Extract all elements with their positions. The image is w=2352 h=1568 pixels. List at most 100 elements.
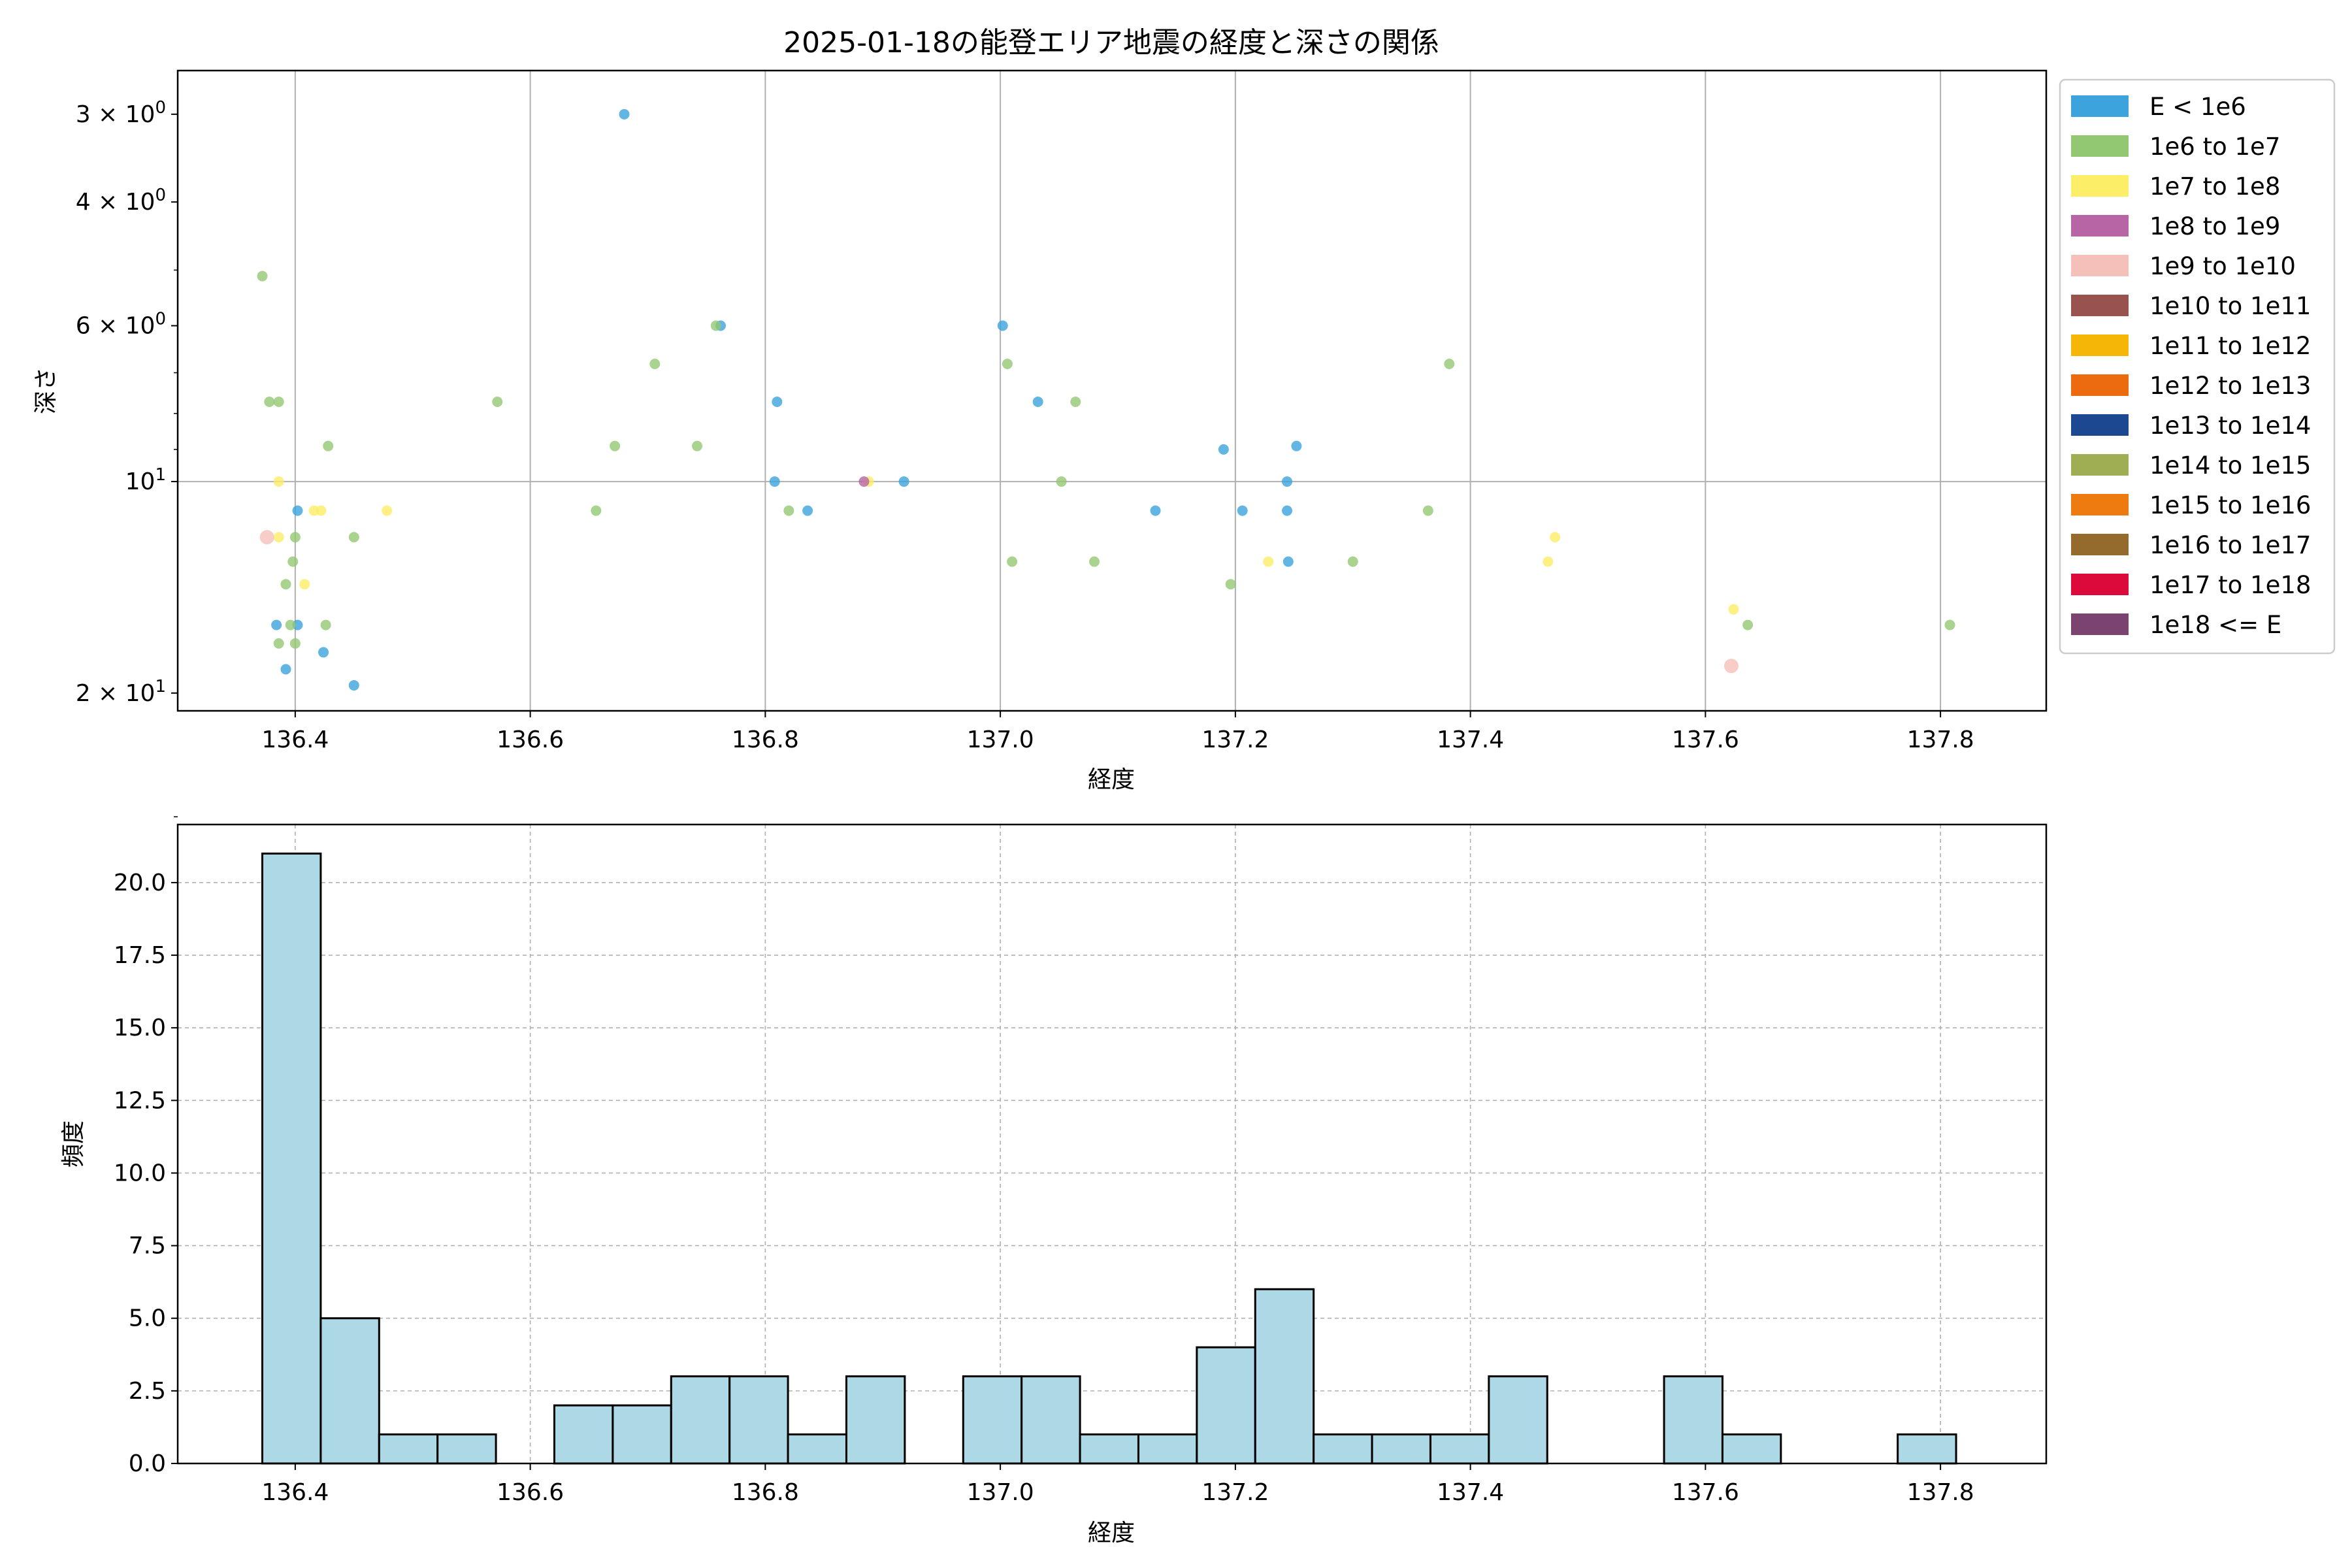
scatter-point <box>273 638 284 649</box>
histogram-bar <box>319 1317 380 1465</box>
histogram-x-ticks: 136.4 136.6 136.8 137.0 137.2 137.4 137.6 137.8 <box>261 1463 1974 1506</box>
legend-swatch <box>2071 255 2129 276</box>
scatter-point <box>1347 556 1358 567</box>
scatter-point <box>898 476 909 487</box>
histogram-x-tick-label: 137.4 <box>1437 1479 1504 1506</box>
histogram-y-tick-label: 10.0 <box>114 1160 166 1186</box>
scatter-point <box>1225 579 1236 590</box>
scatter-point <box>280 579 291 590</box>
legend-label: 1e9 to 1e10 <box>2149 252 2296 280</box>
legend-label: 1e7 to 1e8 <box>2149 172 2280 201</box>
histogram-x-tick-label: 136.6 <box>497 1479 564 1506</box>
legend-swatch <box>2071 574 2129 595</box>
histogram-bar <box>728 1375 789 1465</box>
scatter-point <box>1282 476 1293 487</box>
legend-swatch <box>2071 534 2129 555</box>
histogram-y-axis-label: 頻度 <box>60 1120 87 1168</box>
histogram-bar <box>1429 1433 1490 1465</box>
scatter-point <box>257 270 268 282</box>
histogram-bar <box>1897 1433 1957 1465</box>
histogram-bar <box>1313 1433 1373 1465</box>
scatter-plot-frame <box>176 69 2048 712</box>
scatter-point <box>323 440 334 451</box>
histogram-bar <box>962 1375 1023 1465</box>
scatter-point <box>997 320 1008 331</box>
legend-label: 1e12 to 1e13 <box>2149 372 2311 400</box>
scatter-x-tick-label: 136.6 <box>497 727 564 753</box>
histogram-x-tick-label: 137.8 <box>1907 1479 1974 1506</box>
legend-swatch <box>2071 414 2129 436</box>
legend-label: 1e14 to 1e15 <box>2149 451 2311 480</box>
scatter-point <box>802 505 813 516</box>
scatter-y-axis-label: 深さ <box>33 367 59 414</box>
histogram-y-tick-label: 12.5 <box>114 1087 166 1114</box>
legend-swatch <box>2071 95 2129 117</box>
legend-label: 1e6 to 1e7 <box>2149 133 2280 161</box>
scatter-point <box>649 358 661 369</box>
histogram-plot-frame <box>176 823 2048 1465</box>
legend-label: 1e8 to 1e9 <box>2149 212 2280 240</box>
scatter-point <box>772 397 783 408</box>
histogram-bar <box>845 1375 906 1465</box>
legend: E < 1e6 1e6 to 1e7 1e7 to 1e8 1e8 to 1e9 1e9… <box>2059 78 2336 655</box>
scatter-point <box>1944 619 1955 630</box>
histogram-x-tick-label: 136.8 <box>732 1479 799 1506</box>
legend-label: 1e17 to 1e18 <box>2149 571 2311 599</box>
scatter-point <box>1089 556 1100 567</box>
scatter-x-tick-label: 137.4 <box>1437 727 1504 753</box>
scatter-y-tick-label: 2 × 101 <box>76 677 166 707</box>
legend-label: 1e16 to 1e17 <box>2149 531 2311 559</box>
scatter-point <box>1422 505 1433 516</box>
histogram-bar <box>378 1433 439 1465</box>
scatter-point <box>610 440 621 451</box>
legend-label: 1e15 to 1e16 <box>2149 491 2311 519</box>
histogram-bar <box>1371 1433 1431 1465</box>
scatter-point <box>1742 619 1754 630</box>
scatter-point <box>292 505 303 516</box>
scatter-x-tick-label: 137.6 <box>1672 727 1739 753</box>
scatter-point <box>1150 505 1161 516</box>
scatter-point <box>692 440 703 451</box>
histogram-bar <box>1079 1433 1139 1465</box>
scatter-points <box>257 108 1955 691</box>
legend-swatch <box>2071 494 2129 515</box>
chart-title: 2025-01-18の能登エリア地震の経度と深さの関係 <box>783 26 1439 59</box>
scatter-point <box>316 505 327 516</box>
scatter-point <box>1728 604 1739 615</box>
legend-label: 1e10 to 1e11 <box>2149 292 2311 320</box>
scatter-point <box>348 532 359 543</box>
histogram-bar <box>1196 1346 1256 1465</box>
scatter-y-tick-label: 6 × 100 <box>76 310 166 340</box>
histogram-bar <box>1488 1375 1548 1465</box>
histogram-x-tick-label: 137.0 <box>967 1479 1034 1506</box>
legend-frame <box>2059 78 2336 655</box>
scatter-point <box>318 647 329 658</box>
legend-swatch <box>2071 335 2129 356</box>
scatter-point <box>1070 397 1081 408</box>
legend-label: 1e18 <= E <box>2149 611 2281 639</box>
scatter-x-tick-label: 136.4 <box>261 727 329 753</box>
scatter-x-tick-label: 136.8 <box>732 727 799 753</box>
scatter-point <box>769 476 780 487</box>
scatter-point <box>1550 532 1561 543</box>
scatter-point <box>492 397 503 408</box>
scatter-point <box>259 530 274 545</box>
histogram-bar <box>553 1404 614 1465</box>
scatter-point <box>1543 556 1554 567</box>
scatter-point <box>619 108 630 120</box>
histogram-y-tick-label: 15.0 <box>114 1015 166 1041</box>
scatter-point <box>280 664 291 675</box>
scatter-point <box>320 619 331 630</box>
legend-swatch <box>2071 175 2129 197</box>
scatter-point <box>1282 505 1293 516</box>
scatter-point <box>1007 556 1018 567</box>
scatter-point <box>289 532 301 543</box>
scatter-x-tick-label: 137.8 <box>1907 727 1974 753</box>
scatter-point <box>289 638 301 649</box>
scatter-point <box>285 619 296 630</box>
scatter-point <box>348 679 359 691</box>
histogram-y-tick-label: 2.5 <box>129 1378 166 1405</box>
scatter-point <box>273 476 284 487</box>
legend-label: 1e11 to 1e12 <box>2149 332 2311 360</box>
histogram-x-tick-label: 137.2 <box>1201 1479 1269 1506</box>
